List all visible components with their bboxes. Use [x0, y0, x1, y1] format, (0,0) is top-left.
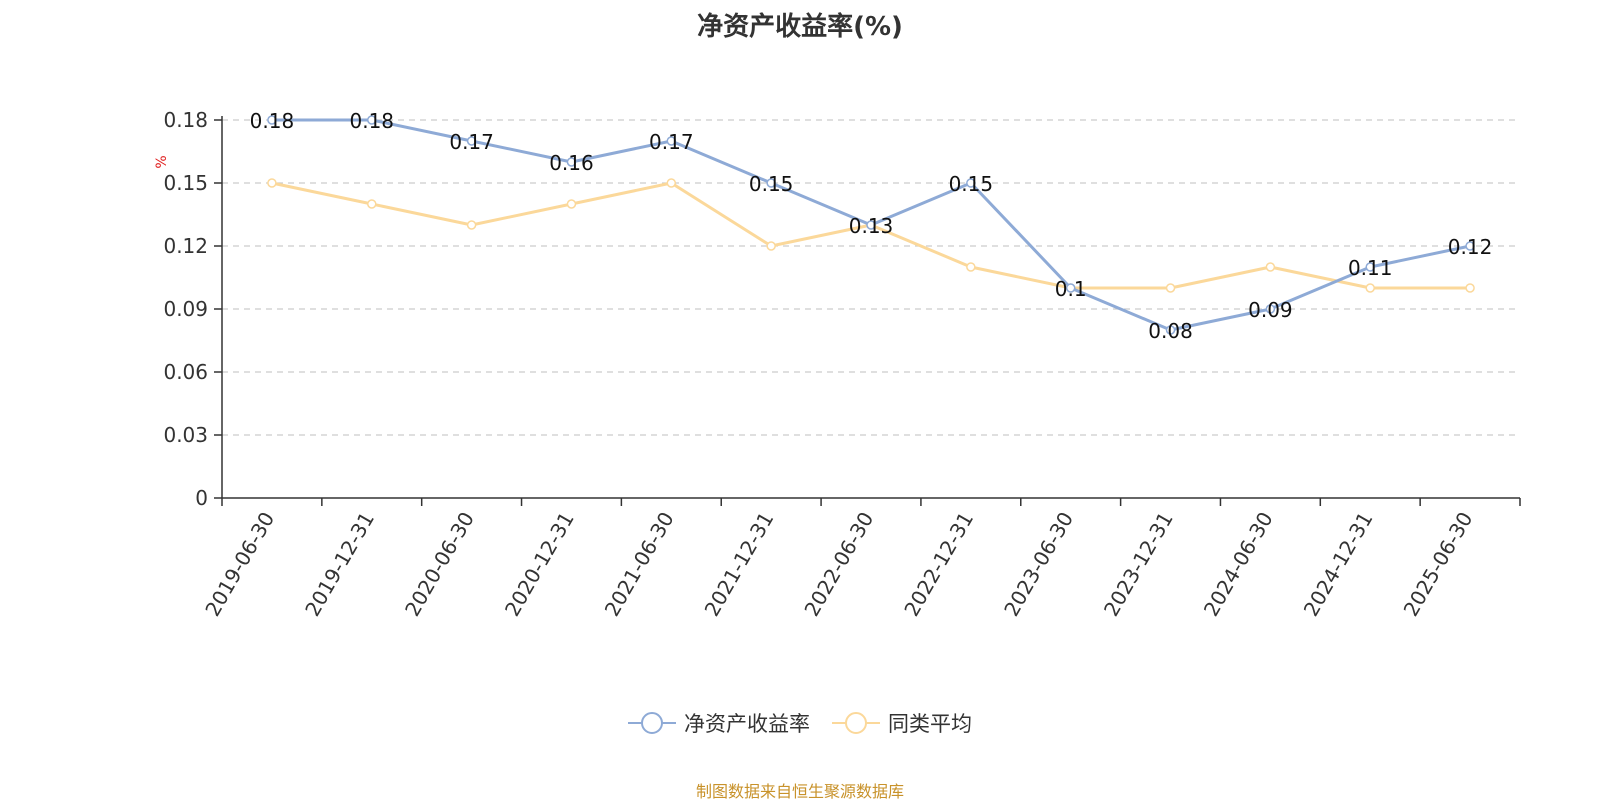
data-label: 0.12: [1448, 235, 1493, 259]
x-tick-label: 2024-12-31: [1299, 508, 1378, 621]
legend-label-roe: 净资产收益率: [684, 712, 810, 736]
grid-lines: [222, 119, 1520, 436]
x-tick-label: 2019-12-31: [300, 508, 379, 621]
data-point: [1165, 283, 1176, 293]
data-point: [267, 115, 277, 125]
y-tick-label: 0.06: [163, 360, 208, 384]
data-point: [666, 136, 677, 146]
data-label: 0.13: [849, 214, 894, 238]
data-label: 0.1: [1055, 277, 1087, 301]
x-tick-label: 2021-06-30: [600, 508, 679, 621]
y-tick-label: 0.15: [163, 171, 208, 195]
legend-label-peer-average: 同类平均: [888, 712, 972, 736]
data-point: [1365, 283, 1375, 293]
data-point: [766, 241, 776, 251]
data-point: [1465, 283, 1475, 293]
data-point: [367, 115, 377, 125]
x-tick-label: 2025-06-30: [1399, 508, 1478, 621]
y-tick-label: 0.18: [163, 108, 208, 132]
y-axis-label: %: [154, 155, 170, 168]
data-point: [566, 157, 577, 167]
data-label: 0.15: [749, 172, 794, 196]
axes: 0 0.03 0.06 0.09 0.12 0.15 0.18% 2019-06-30 2019…: [154, 108, 1521, 621]
data-point: [866, 220, 876, 230]
legend-item-peer-average[interactable]: 同类平均: [832, 708, 972, 738]
x-tick-label: 2022-12-31: [899, 508, 978, 621]
x-tick-label: 2023-06-30: [999, 508, 1078, 621]
data-point: [466, 136, 477, 146]
x-tick-label: 2019-06-30: [200, 508, 279, 621]
data-point: [966, 262, 976, 272]
data-labels: 0.18 0.18 0.17 0.16 0.17 0.15 0.13 0.15 0.1 0.08 0…: [250, 109, 1493, 343]
y-tick-label: 0: [195, 486, 208, 510]
data-point: [1265, 304, 1276, 314]
x-tick-label: 2021-12-31: [700, 508, 779, 621]
data-label: 0.17: [449, 130, 494, 154]
series-lines: [267, 115, 1475, 335]
y-tick-label: 0.03: [163, 423, 208, 447]
data-label: 0.17: [649, 130, 694, 154]
x-tick-label: 2022-06-30: [799, 508, 878, 621]
y-tick-label: 0.09: [163, 297, 208, 321]
chart-title: 净资产收益率(%): [697, 12, 903, 42]
data-label: 0.09: [1248, 298, 1293, 322]
data-label: 0.16: [549, 151, 594, 175]
legend-marker-roe: [628, 712, 676, 734]
legend-marker-peer-average: [832, 712, 880, 734]
x-tick-label: 2020-06-30: [400, 508, 479, 621]
data-point: [1465, 241, 1475, 251]
data-point: [966, 178, 976, 188]
legend: 净资产收益率 同类平均: [0, 708, 1600, 738]
data-label: 0.18: [250, 109, 295, 133]
x-tick-label: 2023-12-31: [1099, 508, 1178, 621]
data-point: [1065, 283, 1076, 293]
data-label: 0.15: [949, 172, 994, 196]
data-point: [1165, 325, 1176, 335]
data-label: 0.11: [1348, 256, 1393, 280]
data-point: [367, 199, 377, 209]
y-tick-label: 0.12: [163, 234, 208, 258]
data-label: 0.18: [350, 109, 395, 133]
data-point: [1265, 262, 1276, 272]
data-point: [1365, 262, 1375, 272]
data-point: [766, 178, 776, 188]
data-point: [466, 220, 477, 230]
x-tick-label: 2020-12-31: [500, 508, 579, 621]
data-point: [566, 199, 577, 209]
data-label: 0.08: [1148, 319, 1193, 343]
source-note: 制图数据来自恒生聚源数据库: [695, 782, 904, 801]
data-point: [267, 178, 277, 188]
legend-item-roe[interactable]: 净资产收益率: [628, 708, 810, 738]
data-point: [666, 178, 677, 188]
x-tick-label: 2024-06-30: [1199, 508, 1278, 621]
